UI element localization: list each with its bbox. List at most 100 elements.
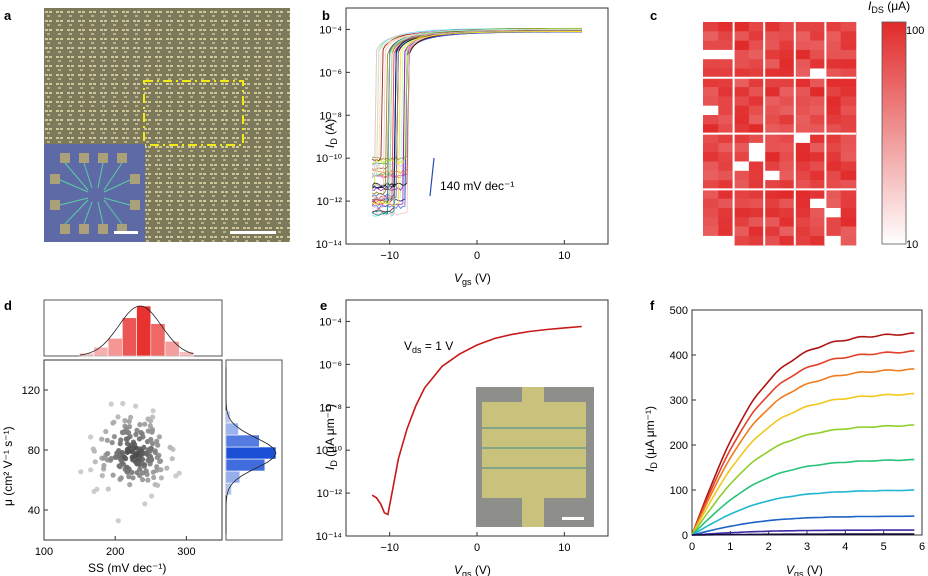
heatmap-cell	[779, 124, 796, 134]
e-xtick-label: 10	[558, 542, 570, 554]
scatter-point	[88, 467, 94, 473]
panel-d: d 100 200 300 40 80 120 SS (mV dec⁻¹) μ (cm² …	[1, 298, 283, 575]
heatmap-cell	[748, 22, 765, 32]
heatmap-cell	[840, 40, 857, 51]
f-xtick-label: 2	[766, 541, 772, 553]
d-ytick-label: 40	[28, 505, 40, 517]
zoom-box	[143, 80, 244, 146]
scatter-point	[120, 429, 126, 435]
heatmap-cell	[779, 49, 796, 60]
scatter-point	[116, 463, 122, 469]
plot-frame-b	[345, 7, 609, 245]
panel-label-f: f	[650, 298, 655, 313]
f-ytick-label: 500	[670, 305, 688, 317]
heatmap-cell	[718, 77, 734, 88]
heatmap-cell	[810, 59, 826, 69]
scatter-point	[114, 450, 120, 456]
heatmap-cell	[718, 133, 734, 144]
scatter-point	[117, 476, 123, 482]
heatmap-cell	[810, 198, 826, 209]
heatmap-cell	[779, 142, 796, 153]
heatmap-cell	[840, 77, 857, 88]
scatter-point	[105, 486, 111, 492]
x-axis-label-e: Vgs (V)	[454, 563, 491, 576]
top-histogram-bar	[122, 317, 137, 357]
heatmap-cell	[718, 49, 734, 60]
heatmap-cell	[840, 180, 857, 190]
output-curves-f	[691, 332, 915, 536]
heatmap-cell	[748, 226, 765, 237]
heatmap-cell	[840, 96, 857, 106]
scatter-point	[90, 446, 96, 452]
colorbar-title: IDS (μA)	[868, 0, 910, 15]
heatmap-cell	[764, 115, 780, 125]
f-ytick-label: 300	[670, 395, 688, 407]
heatmap-cell	[748, 68, 765, 79]
x-axis-label-b: Vgs (V)	[454, 271, 491, 287]
heatmap-cell	[794, 208, 811, 218]
colorbar-min-label: 10	[906, 239, 918, 251]
axis-ticks-f: 0 1 2 3 4 5 6 0 100 200 300 400 500	[670, 305, 925, 553]
inset-scale-bar-e	[562, 517, 584, 520]
heatmap-cell	[825, 49, 841, 60]
y-axis-label-d: μ (cm² V⁻¹ s⁻¹)	[1, 426, 15, 506]
heatmap-cell	[825, 161, 841, 172]
transfer-curve	[372, 28, 582, 206]
panel-label-e: e	[320, 298, 327, 313]
scatter-point	[150, 408, 156, 414]
scatter-point	[118, 437, 124, 443]
slope-marker	[429, 157, 435, 197]
heatmap-cell	[825, 152, 841, 162]
heatmap-cell	[733, 217, 750, 227]
heatmap-cell	[733, 105, 750, 116]
heatmap-cell	[733, 208, 750, 218]
scatter-point	[120, 450, 126, 456]
heatmap-cell	[794, 124, 811, 134]
heatmap-cell	[748, 189, 765, 199]
right-histogram-bar	[225, 458, 266, 472]
heatmap-cell	[703, 31, 719, 41]
top-histogram-bar	[107, 338, 123, 357]
heatmap-cell	[703, 198, 719, 209]
heatmap-cell	[733, 133, 750, 144]
heatmap-cell	[703, 124, 719, 134]
heatmap-cell	[748, 161, 765, 172]
heatmap-cell	[764, 235, 780, 246]
heatmap-cell	[733, 22, 750, 32]
heatmap-cell	[748, 105, 765, 116]
right-histogram	[225, 367, 277, 534]
scatter-point	[145, 428, 151, 434]
x-axis-label-f: Vgs (V)	[786, 563, 823, 576]
transfer-curves-b	[371, 27, 582, 218]
scatter-point	[101, 466, 107, 472]
heatmap-cell	[794, 142, 811, 153]
device-inset	[476, 387, 594, 527]
heatmap-cell	[764, 161, 780, 172]
scatter-point	[137, 422, 143, 428]
heatmap-cell	[748, 31, 765, 41]
heatmap-cell	[733, 59, 750, 69]
inset-device	[44, 144, 145, 242]
heatmap-cell	[718, 40, 734, 51]
heatmap-cell	[840, 189, 857, 199]
heatmap-cell	[825, 217, 841, 227]
heatmap-cell	[703, 105, 719, 116]
heatmap-cell	[733, 142, 750, 153]
heatmap-cell	[840, 235, 857, 246]
heatmap-cell	[825, 59, 841, 69]
heatmap-cell	[840, 68, 857, 79]
f-xtick-label: 3	[804, 541, 810, 553]
f-xtick-label: 5	[881, 541, 887, 553]
heatmap-cell	[810, 152, 826, 162]
b-ytick-label: 10⁻¹⁰	[316, 153, 343, 165]
d-ytick-label: 80	[28, 445, 40, 457]
heatmap-cell	[703, 189, 719, 199]
heatmap-cell	[733, 77, 750, 88]
scatter-point	[134, 461, 140, 467]
heatmap-cell	[733, 31, 750, 41]
heatmap-cell	[779, 217, 796, 227]
heatmap-cell	[733, 115, 750, 125]
scatter-point	[149, 493, 155, 499]
heatmap-cell	[703, 77, 719, 88]
